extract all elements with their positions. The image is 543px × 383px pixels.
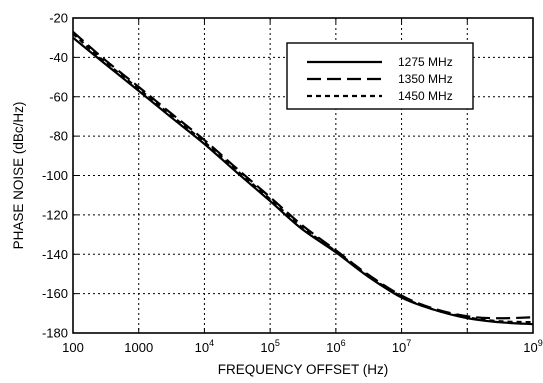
x-tick-label: 107: [392, 338, 411, 355]
x-tick-label: 100: [62, 340, 84, 355]
x-tick-label: 104: [195, 338, 214, 355]
legend: 1275 MHz 1350 MHz 1450 MHz: [286, 42, 474, 110]
y-tick-label: -40: [49, 50, 68, 65]
y-tick-labels: -20 -40 -60 -80 -100 -120 -140 -160 -180: [42, 11, 68, 341]
y-axis-label: PHASE NOISE (dBc/Hz): [11, 102, 26, 250]
tick-marks: [72, 17, 534, 334]
x-tick-labels: 100 1000 104 105 106 107 109: [62, 338, 543, 355]
y-tick-label: -180: [42, 326, 68, 341]
series-line-3: [72, 32, 534, 324]
legend-label: 1450 MHz: [398, 89, 453, 103]
legend-label: 1350 MHz: [398, 72, 453, 86]
y-tick-label: -120: [42, 207, 68, 222]
x-tick-label: 1000: [124, 340, 153, 355]
legend-box: [286, 42, 474, 110]
y-tick-label: -160: [42, 286, 68, 301]
x-tick-label: 105: [260, 338, 279, 355]
series-lines: [72, 30, 534, 326]
x-axis-label: FREQUENCY OFFSET (Hz): [218, 362, 389, 377]
y-tick-label: -60: [49, 89, 68, 104]
y-tick-label: -20: [49, 11, 68, 26]
y-tick-label: -100: [42, 168, 68, 183]
x-tick-label: 109: [523, 338, 542, 355]
x-tick-label: 106: [326, 338, 345, 355]
y-tick-label: -80: [49, 129, 68, 144]
legend-label: 1275 MHz: [398, 55, 453, 69]
y-tick-label: -140: [42, 247, 68, 262]
